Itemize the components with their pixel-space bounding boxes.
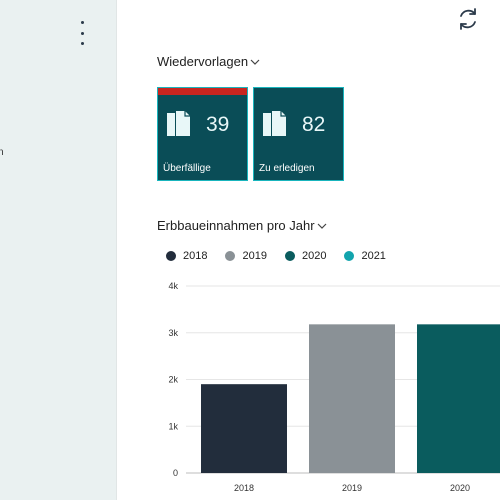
resubmissions-title[interactable]: Wiedervorlagen: [157, 54, 260, 69]
tile-count: 82: [302, 113, 326, 136]
y-tick-label: 2k: [168, 375, 178, 385]
legend-label: 2020: [301, 250, 327, 262]
y-tick-label: 0: [173, 468, 178, 478]
kebab-dot: [80, 21, 84, 24]
tile-label: Überfällige: [163, 163, 211, 174]
documents-icon: [167, 111, 190, 136]
sidebar: n: [0, 0, 117, 500]
legend-item[interactable]: 2019: [225, 250, 267, 262]
legend-dot-2019: [225, 251, 236, 261]
legend-label: 2018: [183, 250, 208, 262]
bar-2020[interactable]: [417, 324, 500, 473]
legend-label: 2021: [361, 250, 386, 262]
legend-item[interactable]: 2018: [166, 250, 207, 262]
y-tick-label: 1k: [168, 421, 178, 431]
x-tick-label: 2018: [234, 483, 254, 493]
legend-item[interactable]: 2021: [344, 250, 386, 262]
legend-dot-2021: [344, 251, 355, 261]
legend-dot-2020: [284, 251, 295, 261]
kebab-dot: [80, 42, 84, 45]
legend-label: 2019: [242, 250, 267, 262]
sidebar-item-fragment[interactable]: n: [0, 147, 4, 158]
bar-2019[interactable]: [309, 324, 395, 473]
bar-chart: 01k2k3k4k2018201920202021: [168, 281, 500, 493]
legend-item[interactable]: 2020: [284, 250, 327, 262]
tile-count: 39: [206, 113, 230, 136]
y-tick-label: 4k: [168, 281, 178, 291]
chart-title-text: Erbbaueinnahmen pro Jahr: [157, 218, 315, 233]
legend-dot-2018: [166, 251, 176, 261]
resubmissions-title-text: Wiedervorlagen: [157, 54, 249, 69]
tile-overdue[interactable]: 39 Überfällige: [157, 87, 248, 181]
bar-2018[interactable]: [201, 384, 287, 473]
documents-icon: [263, 111, 286, 136]
chart-legend: 2018 2019 2020 2021: [166, 250, 386, 262]
y-tick-label: 3k: [168, 328, 178, 338]
kebab-menu-icon[interactable]: [71, 18, 93, 48]
tile-label: Zu erledigen: [259, 163, 315, 174]
alert-bar: [158, 88, 247, 95]
kebab-dot: [80, 31, 84, 35]
chart-title[interactable]: Erbbaueinnahmen pro Jahr: [157, 218, 327, 233]
tile-todo[interactable]: 82 Zu erledigen: [253, 87, 344, 181]
x-tick-label: 2020: [450, 483, 470, 493]
chevron-down-icon: [317, 223, 326, 229]
x-tick-label: 2019: [342, 483, 362, 493]
refresh-icon[interactable]: [454, 5, 482, 33]
chevron-down-icon: [250, 59, 260, 65]
